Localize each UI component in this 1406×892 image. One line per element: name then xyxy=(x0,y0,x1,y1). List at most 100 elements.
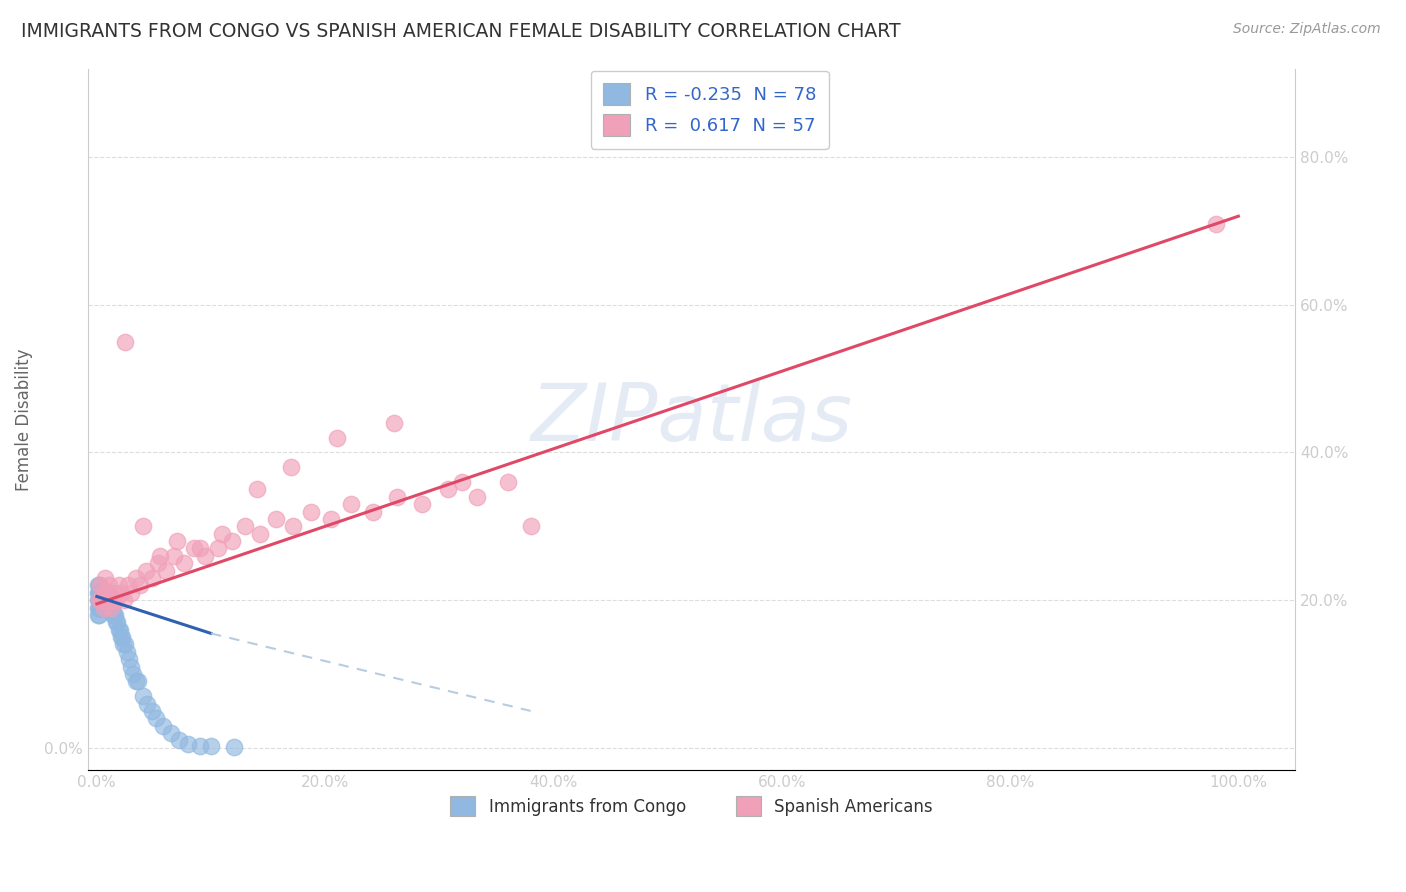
Point xyxy=(283,519,305,533)
Point xyxy=(145,711,167,725)
Point xyxy=(94,593,117,607)
Point xyxy=(93,600,115,615)
Point xyxy=(94,571,117,585)
Point xyxy=(90,593,112,607)
Point xyxy=(107,578,129,592)
Point xyxy=(101,593,124,607)
Point xyxy=(100,593,122,607)
Point xyxy=(97,586,120,600)
Point xyxy=(167,733,190,747)
Point xyxy=(136,697,159,711)
Point xyxy=(104,607,127,622)
Point xyxy=(98,578,121,592)
Point xyxy=(89,600,111,615)
Point xyxy=(93,593,115,607)
Point xyxy=(117,578,139,592)
Point xyxy=(91,593,114,607)
Point xyxy=(221,534,243,549)
Point xyxy=(103,586,125,600)
Point xyxy=(127,674,149,689)
Point xyxy=(90,600,112,615)
Point xyxy=(89,586,111,600)
Point xyxy=(120,659,142,673)
Point xyxy=(411,497,433,511)
Y-axis label: Female Disability: Female Disability xyxy=(15,348,32,491)
Point xyxy=(382,416,405,430)
Text: IMMIGRANTS FROM CONGO VS SPANISH AMERICAN FEMALE DISABILITY CORRELATION CHART: IMMIGRANTS FROM CONGO VS SPANISH AMERICA… xyxy=(21,22,901,41)
Point xyxy=(94,586,117,600)
Point xyxy=(246,483,269,497)
Point xyxy=(100,600,122,615)
Point xyxy=(188,739,211,753)
Point xyxy=(89,593,111,607)
Point xyxy=(141,571,163,585)
Point xyxy=(194,549,217,563)
Point xyxy=(155,564,177,578)
Point xyxy=(93,586,115,600)
Point xyxy=(177,737,200,751)
Point xyxy=(131,689,153,703)
Text: Source: ZipAtlas.com: Source: ZipAtlas.com xyxy=(1233,22,1381,37)
Point xyxy=(91,600,114,615)
Point xyxy=(124,571,146,585)
Point xyxy=(105,615,128,630)
Point xyxy=(122,667,145,681)
Point xyxy=(112,593,135,607)
Point xyxy=(89,593,111,607)
Point xyxy=(91,593,114,607)
Point xyxy=(200,739,222,754)
Point xyxy=(89,593,111,607)
Point xyxy=(465,490,488,504)
Point xyxy=(94,600,117,615)
Point xyxy=(98,593,121,607)
Point xyxy=(87,600,110,615)
Point xyxy=(94,586,117,600)
Point xyxy=(149,549,172,563)
Point xyxy=(111,630,134,644)
Point xyxy=(163,549,186,563)
Point xyxy=(114,334,136,349)
Point xyxy=(173,556,195,570)
Point xyxy=(100,600,122,615)
Point xyxy=(385,490,408,504)
Point xyxy=(115,645,138,659)
Point xyxy=(211,526,233,541)
Text: ZIPatlas: ZIPatlas xyxy=(530,380,852,458)
Point xyxy=(91,586,114,600)
Point xyxy=(496,475,519,489)
Point xyxy=(249,526,271,541)
Point xyxy=(89,593,111,607)
Point xyxy=(103,607,125,622)
Point xyxy=(118,652,141,666)
Point xyxy=(93,593,115,607)
Point xyxy=(89,600,111,615)
Point xyxy=(87,607,110,622)
Point xyxy=(89,593,111,607)
Point xyxy=(141,704,163,718)
Point xyxy=(451,475,474,489)
Point xyxy=(94,593,117,607)
Point xyxy=(124,674,146,689)
Point xyxy=(131,519,153,533)
Point xyxy=(319,512,342,526)
Point xyxy=(94,593,117,607)
Point xyxy=(340,497,363,511)
Point xyxy=(107,623,129,637)
Point xyxy=(90,593,112,607)
Point xyxy=(89,586,111,600)
Point xyxy=(87,586,110,600)
Point xyxy=(93,600,115,615)
Point xyxy=(100,593,122,607)
Point xyxy=(96,600,118,615)
Point xyxy=(110,630,132,644)
Point xyxy=(107,615,129,630)
Point xyxy=(108,623,131,637)
Point xyxy=(361,504,384,518)
Point xyxy=(96,593,118,607)
Point xyxy=(87,593,110,607)
Point xyxy=(89,578,111,592)
Point xyxy=(166,534,188,549)
Point xyxy=(233,519,256,533)
Point xyxy=(207,541,229,556)
Point xyxy=(301,504,323,518)
